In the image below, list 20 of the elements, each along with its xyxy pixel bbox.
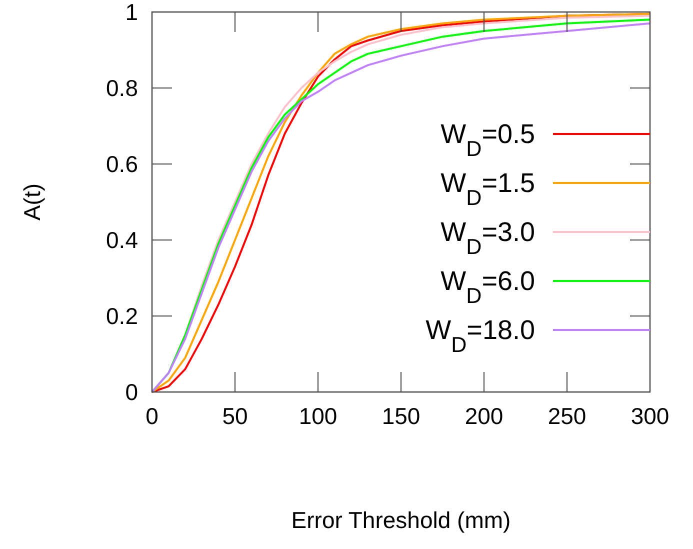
- x-tick-label: 100: [298, 403, 338, 429]
- y-tick-label: 0.2: [106, 303, 138, 329]
- legend-label: W$_{D}$=3.0: [440, 217, 535, 258]
- x-tick-label: 300: [630, 403, 670, 429]
- y-tick-label: 0.4: [106, 227, 138, 253]
- y-tick-label: 0: [125, 379, 138, 405]
- x-tick-label: 250: [548, 403, 586, 429]
- y-axis-title: A(t): [19, 183, 45, 221]
- legend-label: W$_{D}$=0.5: [440, 119, 535, 160]
- y-tick-label: 0.6: [106, 151, 138, 177]
- y-tick-label: 1: [125, 0, 138, 25]
- legend-label: W$_{D}$=18.0: [426, 315, 535, 356]
- x-tick-label: 200: [464, 403, 504, 429]
- x-tick-label: 150: [382, 403, 420, 429]
- y-tick-label: 0.8: [106, 75, 138, 101]
- x-tick-label: 50: [222, 403, 248, 429]
- x-tick-label: 0: [146, 403, 158, 429]
- x-axis-title: Error Threshold (mm): [291, 507, 511, 533]
- legend-label: W$_{D}$=6.0: [440, 266, 535, 308]
- legend-label: W$_{D}$=1.5: [440, 168, 535, 210]
